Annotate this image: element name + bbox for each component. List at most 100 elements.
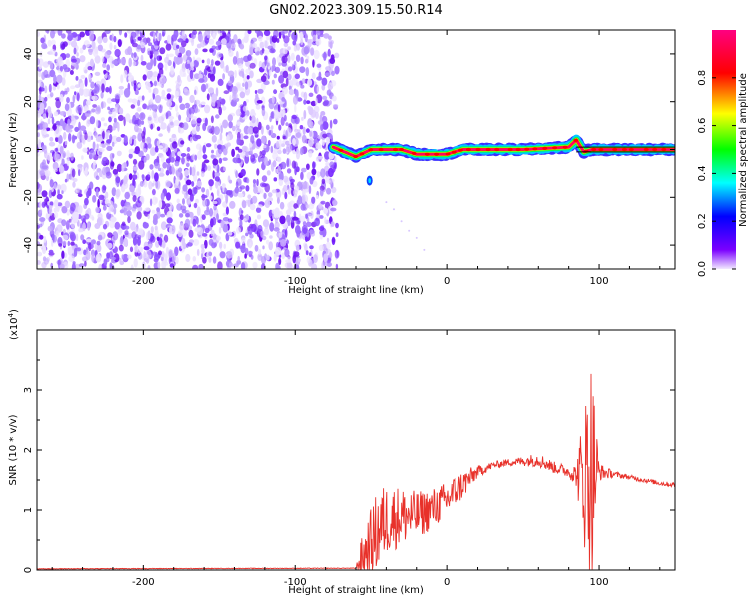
noise-speckle [51, 239, 54, 247]
noise-speckle [335, 232, 339, 237]
noise-speckle [188, 107, 195, 115]
noise-speckle [236, 121, 241, 126]
noise-speckle [77, 205, 83, 215]
noise-speckle [257, 204, 263, 209]
noise-speckle [113, 207, 117, 215]
noise-speckle [89, 32, 95, 42]
noise-speckle [160, 221, 167, 231]
noise-speckle [258, 60, 263, 69]
noise-speckle [105, 171, 112, 179]
snr-ytick-label: 2 [23, 447, 34, 453]
noise-speckle [283, 184, 288, 193]
noise-speckle [138, 228, 144, 236]
noise-speckle [161, 240, 166, 249]
noise-speckle [119, 209, 124, 214]
snr-scale-label: (x104) [7, 309, 20, 340]
noise-speckle [213, 204, 217, 211]
noise-speckle [118, 58, 122, 64]
noise-speckle [272, 152, 279, 160]
noise-speckle [301, 194, 306, 204]
noise-speckle [124, 191, 130, 200]
noise-speckle [186, 59, 190, 65]
noise-speckle [308, 185, 312, 195]
noise-speckle [239, 214, 244, 221]
noise-speckle [284, 114, 287, 122]
noise-speckle [187, 199, 191, 205]
colorbar: 0.0 0.2 0.4 0.6 0.8 Normalized spectral ampl… [697, 30, 749, 277]
noise-speckle [301, 167, 307, 173]
noise-speckle [316, 63, 322, 68]
noise-speckle [42, 245, 47, 254]
noise-speckle [269, 222, 275, 232]
noise-speckle [323, 253, 328, 263]
noise-speckle [319, 188, 324, 197]
noise-speckle [318, 244, 324, 251]
noise-speckle [143, 250, 146, 261]
noise-speckle [154, 146, 159, 153]
noise-speckle [332, 199, 338, 206]
noise-speckle [235, 170, 239, 179]
noise-speckle [92, 104, 97, 108]
noise-speckle [84, 213, 90, 220]
noise-speckle [101, 101, 104, 110]
signal-hotspot [411, 151, 417, 155]
noise-speckle [219, 132, 223, 141]
noise-speckle [84, 113, 91, 118]
noise-speckle [150, 226, 154, 234]
noise-speckle [282, 47, 288, 55]
noise-speckle [291, 160, 297, 169]
noise-speckle [43, 44, 48, 49]
noise-speckle [257, 88, 264, 94]
figure-title: GN02.2023.309.15.50.R14 [269, 3, 443, 18]
noise-speckle [247, 227, 253, 235]
noise-speckle [292, 40, 297, 46]
noise-speckle [301, 116, 304, 121]
noise-speckle [321, 95, 328, 100]
noise-speckle [263, 49, 270, 55]
noise-speckle [91, 95, 98, 101]
noise-speckle [41, 201, 46, 208]
noise-speckle [246, 75, 250, 80]
noise-speckle [65, 53, 71, 58]
noise-speckle [329, 161, 335, 168]
noise-speckle [316, 76, 323, 81]
noise-speckle [39, 81, 42, 87]
noise-speckle [78, 228, 84, 233]
noise-speckle [127, 74, 135, 82]
noise-speckle [70, 85, 76, 90]
noise-speckle [166, 100, 173, 107]
noise-speckle [234, 70, 237, 78]
noise-speckle [222, 73, 226, 80]
noise-speckle [275, 262, 280, 269]
noise-speckle [79, 125, 87, 131]
signal-hotspot [643, 147, 649, 152]
noise-speckle [131, 134, 137, 140]
noise-speckle [223, 148, 228, 156]
noise-speckle [278, 75, 285, 84]
noise-speckle [162, 31, 165, 37]
noise-speckle [144, 207, 150, 212]
noise-speckle [319, 114, 323, 122]
noise-speckle [192, 255, 197, 262]
snr-panel: -200 -100 0 100 0 1 2 3 Height of straight line… [7, 309, 676, 596]
noise-speckle [282, 148, 287, 154]
noise-speckle [315, 142, 321, 149]
noise-speckle [49, 69, 56, 78]
signal-hotspot [612, 147, 618, 152]
noise-speckle [284, 191, 288, 200]
noise-speckle [314, 217, 320, 227]
noise-speckle [124, 32, 128, 38]
noise-speckle [66, 149, 70, 159]
noise-speckle [124, 225, 130, 230]
noise-speckle [99, 217, 104, 226]
noise-speckle [164, 56, 170, 64]
noise-speckle [235, 50, 239, 60]
noise-speckle [55, 136, 59, 142]
noise-speckle [273, 109, 279, 119]
noise-speckle [86, 190, 90, 199]
noise-speckle [244, 253, 247, 259]
noise-speckle [236, 226, 241, 234]
noise-speckle [108, 116, 112, 123]
noise-speckle [151, 44, 154, 51]
noise-speckle [193, 73, 200, 80]
